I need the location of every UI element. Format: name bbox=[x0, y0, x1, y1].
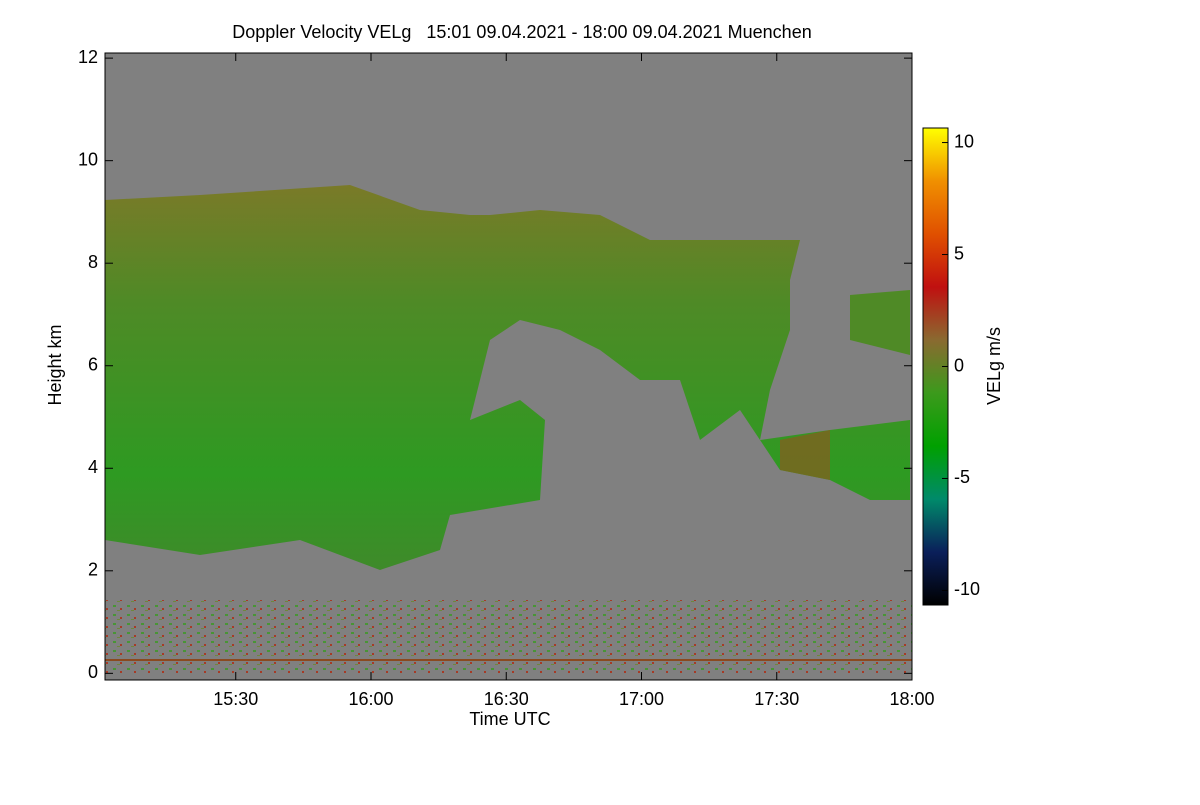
y-tick-label: 0 bbox=[88, 662, 98, 682]
echo-layer bbox=[105, 185, 912, 673]
colorbar-label: VELg m/s bbox=[984, 327, 1004, 405]
colorbar-tick-label: -10 bbox=[954, 579, 980, 599]
plot-frame bbox=[104, 52, 913, 681]
colorbar-tick-label: 5 bbox=[954, 243, 964, 263]
x-tick-label: 16:30 bbox=[484, 689, 529, 709]
clutter-region bbox=[105, 600, 912, 673]
echo-region bbox=[780, 430, 830, 480]
echo-region bbox=[105, 185, 910, 570]
colorbar-tick-label: 10 bbox=[954, 131, 974, 151]
y-tick-label: 10 bbox=[78, 149, 98, 169]
x-tick-label: 17:30 bbox=[754, 689, 799, 709]
x-tick-label: 17:00 bbox=[619, 689, 664, 709]
y-tick-label: 8 bbox=[88, 252, 98, 272]
colorbar-tick-label: -5 bbox=[954, 467, 970, 487]
y-tick-label: 6 bbox=[88, 354, 98, 374]
colorbar-tick-label: 0 bbox=[954, 355, 964, 375]
x-tick-label: 16:00 bbox=[348, 689, 393, 709]
y-tick-label: 2 bbox=[88, 560, 98, 580]
x-tick-label: 18:00 bbox=[889, 689, 934, 709]
x-tick-label: 15:30 bbox=[213, 689, 258, 709]
chart-title: Doppler Velocity VELg 15:01 09.04.2021 -… bbox=[232, 22, 811, 42]
echo-region bbox=[850, 290, 910, 355]
x-axis-label: Time UTC bbox=[469, 709, 550, 729]
y-tick-label: 12 bbox=[78, 47, 98, 67]
y-axis-label: Height km bbox=[45, 324, 65, 405]
y-tick-label: 4 bbox=[88, 457, 98, 477]
